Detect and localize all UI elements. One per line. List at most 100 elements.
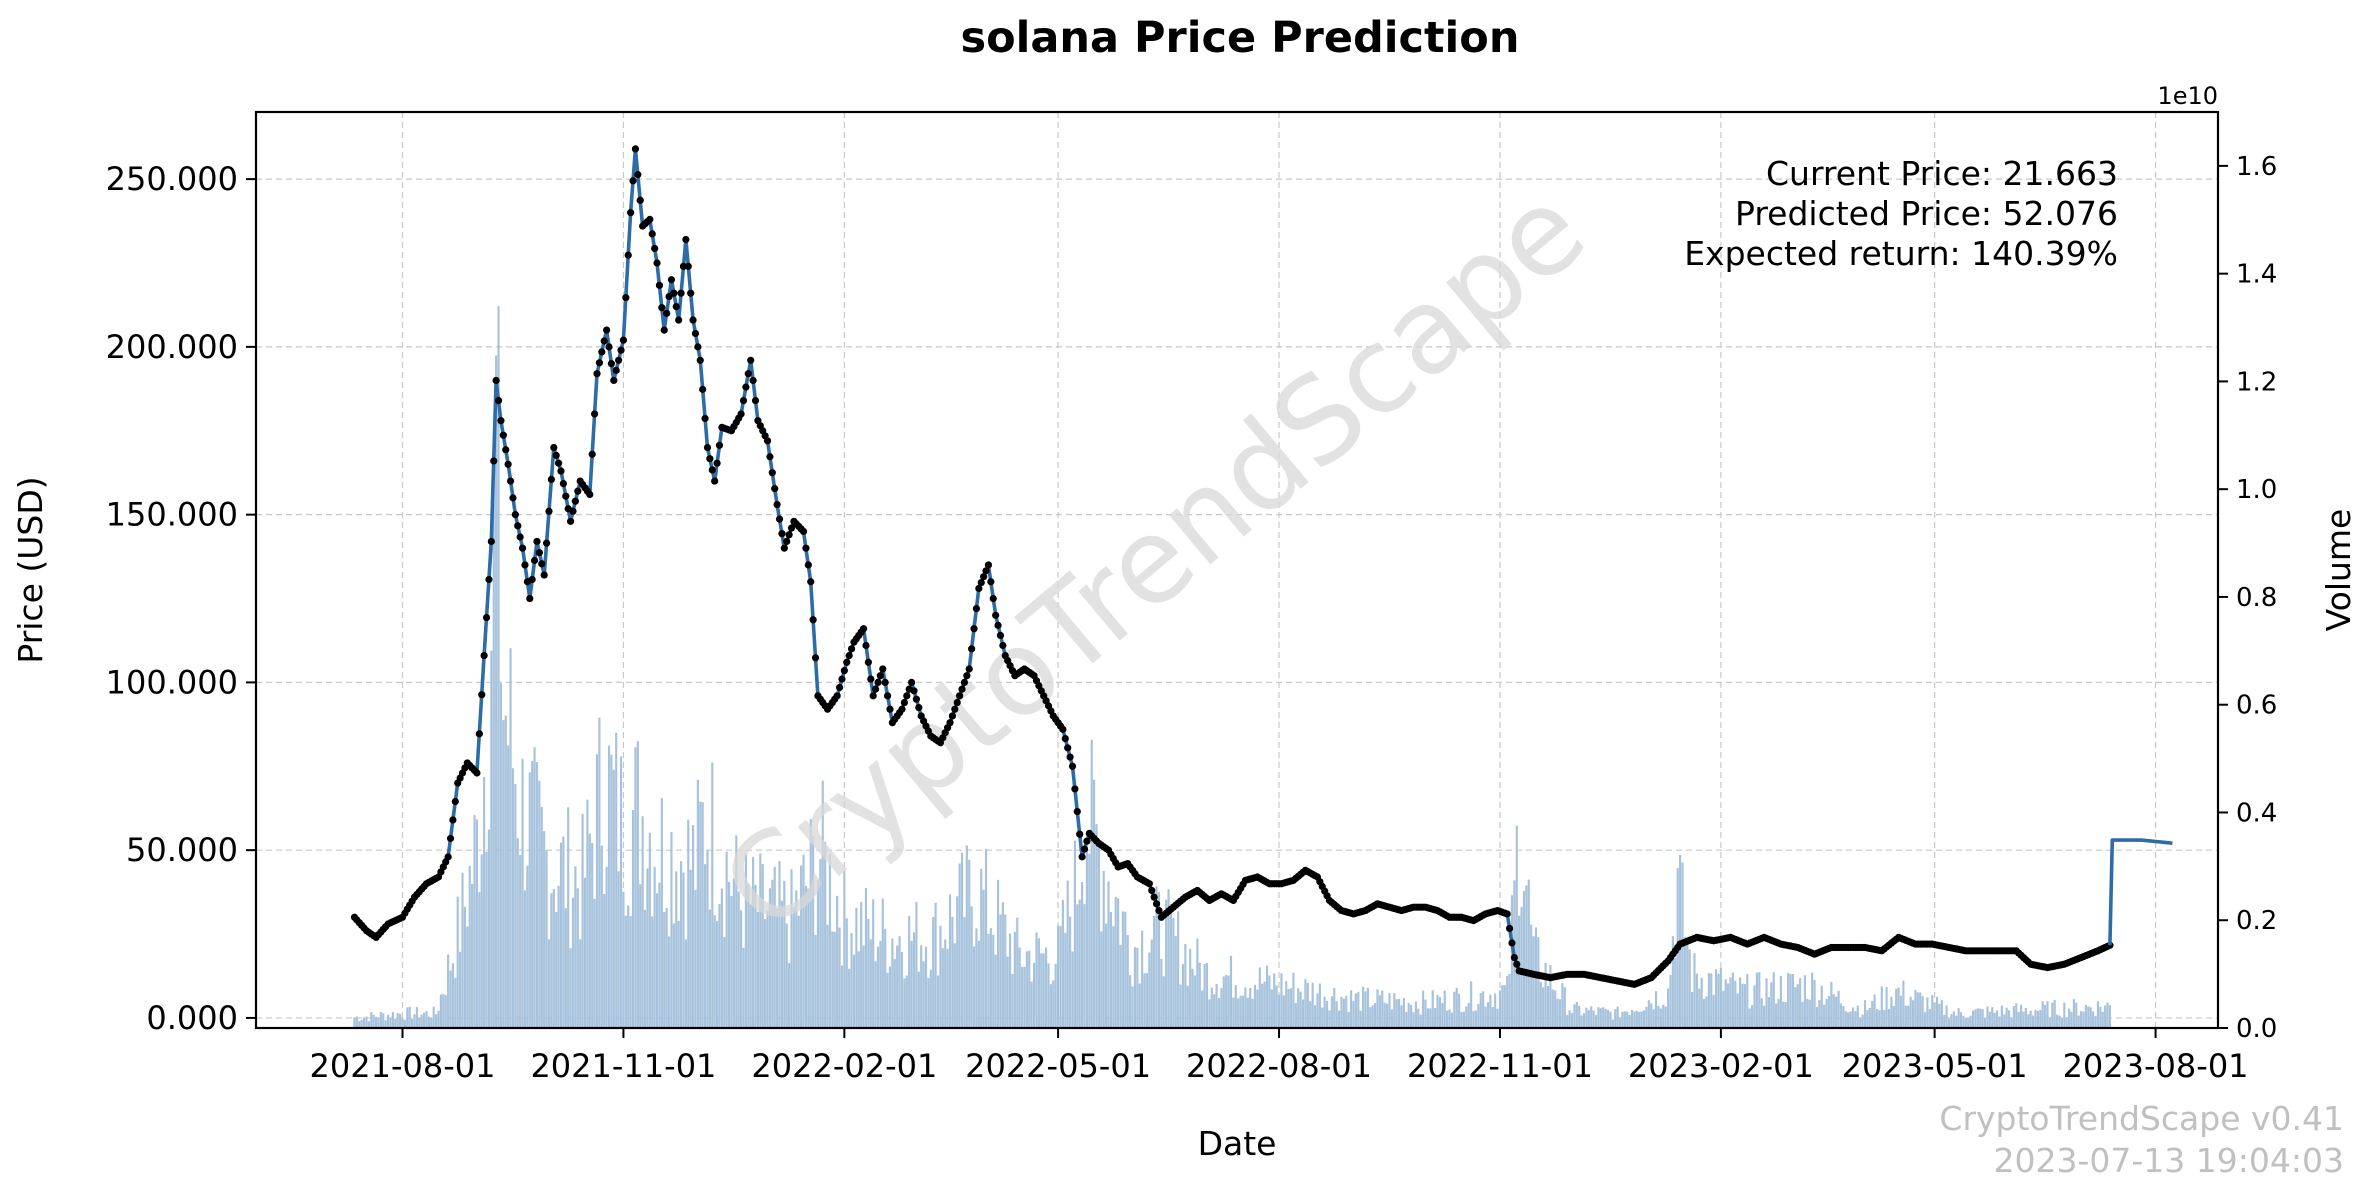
volume-bars (353, 306, 2112, 1029)
volume-bar (1789, 974, 1792, 1028)
price-point (622, 294, 630, 302)
volume-bar (2070, 1011, 2073, 1028)
price-point (984, 561, 993, 569)
volume-bar (867, 918, 870, 1028)
price-point (1513, 960, 1521, 968)
price-point (883, 692, 892, 700)
x-tick-label: 2022-08-01 (1186, 1047, 1372, 1085)
volume-bar (1722, 990, 1725, 1028)
volume-bar (658, 882, 661, 1028)
price-point (663, 309, 671, 317)
price-point (711, 477, 719, 485)
volume-bar (2094, 1016, 2097, 1028)
volume-bar (975, 928, 978, 1028)
volume-bar (1426, 1008, 1429, 1028)
volume-bar (1325, 1000, 1329, 1028)
price-point (545, 507, 553, 515)
price-point (1061, 735, 1069, 743)
volume-bar (384, 1020, 387, 1028)
price-point (898, 705, 906, 713)
volume-bar (634, 747, 637, 1028)
price-point (903, 692, 911, 700)
volume-bar (1297, 988, 1300, 1028)
price-point (610, 376, 618, 385)
volume-bar (1006, 956, 1009, 1028)
volume-bar (980, 868, 983, 1028)
volume-bar (1703, 998, 1706, 1028)
volume-bar (2072, 999, 2075, 1028)
volume-bar (720, 888, 723, 1028)
volume-bar (2080, 1011, 2083, 1028)
volume-bar (1590, 1006, 1593, 1028)
volume-bar (1189, 948, 1192, 1028)
volume-bar (1899, 995, 1903, 1028)
price-point (871, 685, 880, 693)
volume-bar (1587, 1010, 1590, 1028)
volume-bar (850, 933, 853, 1028)
price-point (910, 687, 918, 695)
price-point (970, 625, 978, 633)
volume-bar (1947, 1018, 1951, 1028)
volume-bar (374, 1016, 378, 1028)
volume-bar (1522, 890, 1526, 1028)
volume-bar (927, 978, 930, 1028)
volume-bar (1482, 991, 1485, 1028)
volume-bar (1784, 1001, 1787, 1028)
price-point (915, 703, 923, 712)
price-point (687, 289, 695, 297)
price-point (607, 360, 616, 368)
volume-bar (1040, 953, 1043, 1028)
volume-bar (804, 885, 808, 1028)
volume-bar (884, 929, 887, 1028)
volume-bar (1544, 962, 1547, 1028)
volume-bar (862, 945, 865, 1028)
price-point (1510, 953, 1518, 962)
volume-bar (778, 861, 781, 1028)
price-point (999, 641, 1007, 650)
volume-bar (1671, 936, 1674, 1028)
volume-bar (860, 901, 863, 1028)
volume-bar (2046, 1001, 2049, 1028)
volume-bar (800, 865, 803, 1028)
volume-bar (1273, 973, 1276, 1028)
volume-bar (365, 1016, 368, 1028)
price-point (908, 678, 916, 687)
volume-bar (1100, 931, 1103, 1028)
volume-bar (497, 306, 500, 1029)
price-point (538, 560, 546, 568)
volume-bar (711, 762, 714, 1028)
volume-bar (367, 1021, 370, 1028)
volume-bar (1592, 1010, 1595, 1028)
volume-bar (802, 854, 805, 1028)
price-point (1508, 939, 1516, 947)
price-point (1078, 853, 1086, 861)
volume-bar (956, 896, 959, 1028)
volume-bar (1277, 994, 1281, 1028)
volume-bar (1400, 1005, 1403, 1028)
volume-bar (1184, 944, 1187, 1028)
volume-bar (677, 920, 680, 1028)
volume-bar (1957, 1008, 1960, 1028)
y-tick-label: 50.000 (126, 831, 238, 869)
volume-bar (1539, 981, 1542, 1028)
watermark: CryptoTrendScape (697, 160, 1610, 958)
volume-bar (1628, 1014, 1631, 1028)
volume-bar (389, 1017, 392, 1028)
volume-bar (706, 850, 709, 1028)
price-point (480, 651, 488, 660)
price-series (350, 145, 2114, 988)
price-point (605, 343, 613, 351)
volume-bar (1477, 1004, 1480, 1028)
volume-bar (2096, 1001, 2100, 1028)
price-point (946, 719, 954, 727)
price-point (843, 658, 851, 666)
volume-bar (1791, 974, 1795, 1028)
y2-tick-label: 0.4 (2236, 798, 2277, 828)
price-point (960, 678, 969, 687)
volume-bar (708, 909, 711, 1028)
volume-bar (1515, 825, 1518, 1028)
volume-bar (1897, 987, 1900, 1028)
volume-bar (2036, 1011, 2039, 1028)
volume-bar (1573, 1004, 1576, 1028)
volume-bar (917, 971, 920, 1028)
